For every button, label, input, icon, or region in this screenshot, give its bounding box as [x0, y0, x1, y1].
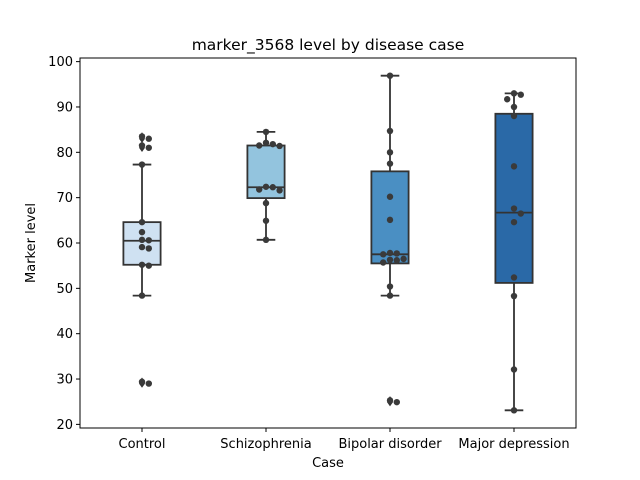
y-axis: 20 30 40 50 60 70 80 90 100	[48, 55, 80, 433]
point-bipolar-disorder-11	[393, 257, 400, 264]
point-control-8	[145, 237, 152, 244]
y-tick-label-30: 30	[56, 373, 73, 388]
point-control-1	[145, 135, 152, 142]
y-tick-label-70: 70	[56, 191, 73, 206]
point-control-12	[145, 262, 152, 269]
point-bipolar-disorder-15	[386, 397, 394, 404]
point-bipolar-disorder-8	[380, 251, 387, 258]
point-bipolar-disorder-16	[393, 398, 400, 406]
y-tick-label-20: 20	[56, 418, 73, 433]
point-schizophrenia-10	[262, 217, 270, 224]
x-axis-label: Case	[312, 456, 344, 471]
box-major-depression	[494, 112, 534, 284]
point-bipolar-disorder-9	[400, 255, 407, 263]
point-schizophrenia-5	[262, 183, 270, 190]
point-schizophrenia-3	[256, 142, 263, 149]
point-major-depression-4	[510, 112, 518, 120]
chart-title: marker_3568 level by disease case	[192, 36, 465, 55]
x-tick-label-control: Control	[119, 437, 166, 452]
y-tick-label-100: 100	[48, 55, 73, 70]
y-tick-label-90: 90	[56, 100, 73, 115]
point-schizophrenia-4	[276, 142, 283, 150]
x-tick-label-major-depression: Major depression	[458, 437, 569, 452]
point-control-9	[138, 243, 146, 251]
y-tick-label-80: 80	[56, 146, 73, 161]
y-tick-label-40: 40	[56, 327, 73, 342]
point-schizophrenia-6	[269, 184, 276, 191]
point-schizophrenia-2	[269, 140, 276, 148]
point-control-3	[145, 144, 152, 151]
point-major-depression-2	[504, 96, 511, 103]
point-bipolar-disorder-12	[380, 259, 387, 266]
point-control-2	[138, 142, 146, 149]
plot-background	[80, 58, 576, 428]
point-major-depression-10	[510, 292, 518, 300]
point-control-11	[138, 261, 146, 268]
point-bipolar-disorder-14	[386, 292, 394, 299]
point-major-depression-1	[517, 91, 524, 98]
point-control-14	[138, 378, 146, 385]
point-control-13	[138, 292, 146, 299]
point-bipolar-disorder-3	[386, 160, 394, 167]
point-control-4	[138, 161, 146, 168]
point-major-depression-11	[510, 366, 518, 373]
point-control-7	[138, 236, 146, 244]
point-bipolar-disorder-13	[386, 283, 394, 290]
x-axis: Control Schizophrenia Bipolar disorder Majo…	[119, 428, 570, 452]
point-major-depression-6	[510, 205, 518, 212]
point-control-15	[145, 380, 152, 387]
point-schizophrenia-7	[256, 186, 263, 193]
box-control	[122, 221, 162, 266]
point-bipolar-disorder-10	[386, 256, 394, 263]
point-schizophrenia-0	[262, 128, 270, 136]
point-bipolar-disorder-5	[386, 216, 394, 224]
point-schizophrenia-8	[276, 187, 283, 194]
point-bipolar-disorder-6	[386, 249, 394, 257]
x-tick-label-bipolar-disorder: Bipolar disorder	[338, 437, 442, 452]
y-axis-label: Marker level	[24, 203, 39, 283]
point-bipolar-disorder-2	[386, 149, 394, 156]
point-major-depression-0	[510, 90, 518, 97]
point-bipolar-disorder-0	[386, 72, 394, 79]
x-tick-label-schizophrenia: Schizophrenia	[220, 437, 311, 452]
point-major-depression-8	[510, 218, 518, 226]
y-tick-label-60: 60	[56, 237, 73, 252]
point-control-10	[145, 245, 152, 252]
point-bipolar-disorder-4	[386, 193, 394, 200]
points-layer	[138, 72, 524, 414]
point-major-depression-7	[517, 210, 524, 217]
point-major-depression-12	[510, 407, 518, 414]
point-bipolar-disorder-7	[393, 250, 400, 257]
point-major-depression-3	[510, 103, 518, 111]
point-control-0	[138, 133, 146, 140]
y-tick-label-50: 50	[56, 282, 73, 297]
point-major-depression-9	[510, 274, 518, 281]
point-control-6	[138, 228, 146, 236]
point-control-5	[138, 218, 146, 226]
point-schizophrenia-11	[262, 236, 270, 244]
point-major-depression-5	[510, 163, 518, 170]
point-bipolar-disorder-1	[386, 127, 394, 135]
point-schizophrenia-1	[262, 139, 270, 146]
point-schizophrenia-9	[262, 199, 270, 207]
